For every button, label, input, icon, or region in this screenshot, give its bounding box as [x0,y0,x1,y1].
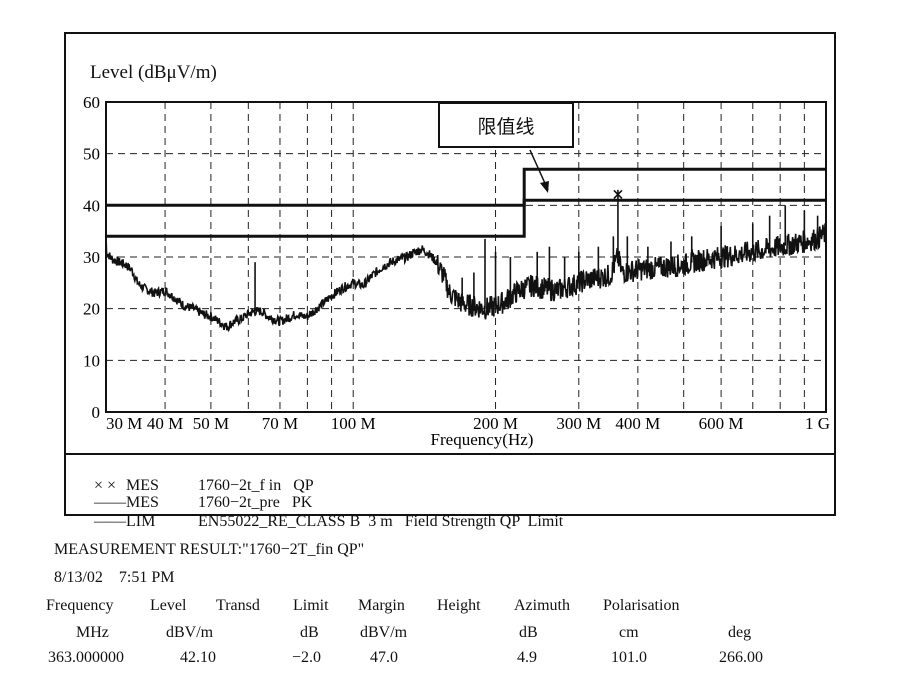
table-header: Frequency [46,597,114,614]
table-cell: 266.00 [719,649,763,666]
legend-item-qp: × × MES 1760−2t_f in QP [78,459,314,494]
legend-text: 1760−2t_pre PK [198,494,313,511]
table-cell: 42.10 [180,649,216,666]
table-cell: 47.0 [370,649,398,666]
legend-key: MES [126,494,159,511]
y-axis-label: Level (dBμV/m) [90,62,217,83]
legend-text: EN55022_RE_CLASS B 3 m Field Strength QP… [198,513,564,530]
measurement-time: 7:51 PM [118,569,175,586]
y-tick-label: 0 [92,403,101,422]
line-marker-icon: —— [94,494,126,511]
legend-key: LIM [126,513,156,530]
table-header: Limit [293,597,329,614]
legend-item-limit: ——LIM EN55022_RE_CLASS B 3 m Field Streng… [78,495,563,530]
table-unit: cm [619,624,639,641]
table-unit: dB [519,624,538,641]
line-marker-icon: —— [94,513,126,530]
x-tick-label: 40 M [147,414,183,433]
table-unit: deg [728,624,752,641]
x-tick-label: 70 M [262,414,298,433]
measurement-title: MEASUREMENT RESULT:"1760−2T_fin QP" [54,541,365,558]
legend: × × MES 1760−2t_f in QP ——MES 1760−2t_pre P… [64,453,836,530]
chart-frame [64,32,836,516]
table-header: Azimuth [514,597,570,614]
x-tick-label: 30 M [106,414,142,433]
table-header: Margin [358,597,405,614]
y-tick-label: 10 [83,351,100,370]
table-header: Level [150,597,187,614]
table-unit: dB [300,624,319,641]
legend-item-pk: ——MES 1760−2t_pre PK [78,476,312,511]
measurement-date: 8/13/02 [54,569,103,586]
table-cell: −2.0 [292,649,322,666]
y-tick-label: 20 [83,300,100,319]
table-header: Height [437,597,481,614]
table-unit: dBV/m [360,624,408,641]
legend-key: MES [126,477,159,494]
x-tick-label: 100 M [331,414,376,433]
table-header: Transd [216,597,260,614]
x-axis-label: Frequency(Hz) [431,430,534,449]
qp-marker [613,189,623,200]
table-cell: 4.9 [517,649,537,666]
x-tick-label: 300 M [556,414,601,433]
legend-text: 1760−2t_f in QP [198,477,314,494]
table-cell: 101.0 [611,649,647,666]
x-tick-label: 200 M [473,414,518,433]
x-tick-label: 1 G [805,414,830,433]
table-unit: MHz [76,624,109,641]
x-tick-label: 600 M [699,414,744,433]
table-cell: 363.000000 [48,649,124,666]
measurement-datetime: 8/13/02 7:51 PM [54,569,174,587]
x-tick-label: 400 M [615,414,660,433]
pk-trace [105,222,827,333]
callout-arrow-head [540,181,549,193]
y-tick-label: 40 [83,196,100,215]
limit-line [106,167,826,207]
limit-line-callout: 限值线 [438,102,574,148]
cross-marker-icon: × × [94,477,117,494]
table-header: Polarisation [603,597,680,614]
table-unit: dBV/m [166,624,214,641]
y-tick-label: 50 [83,145,100,164]
y-tick-label: 60 [83,93,100,112]
y-tick-label: 30 [83,248,100,267]
x-tick-label: 50 M [193,414,229,433]
limit-line [106,198,826,238]
